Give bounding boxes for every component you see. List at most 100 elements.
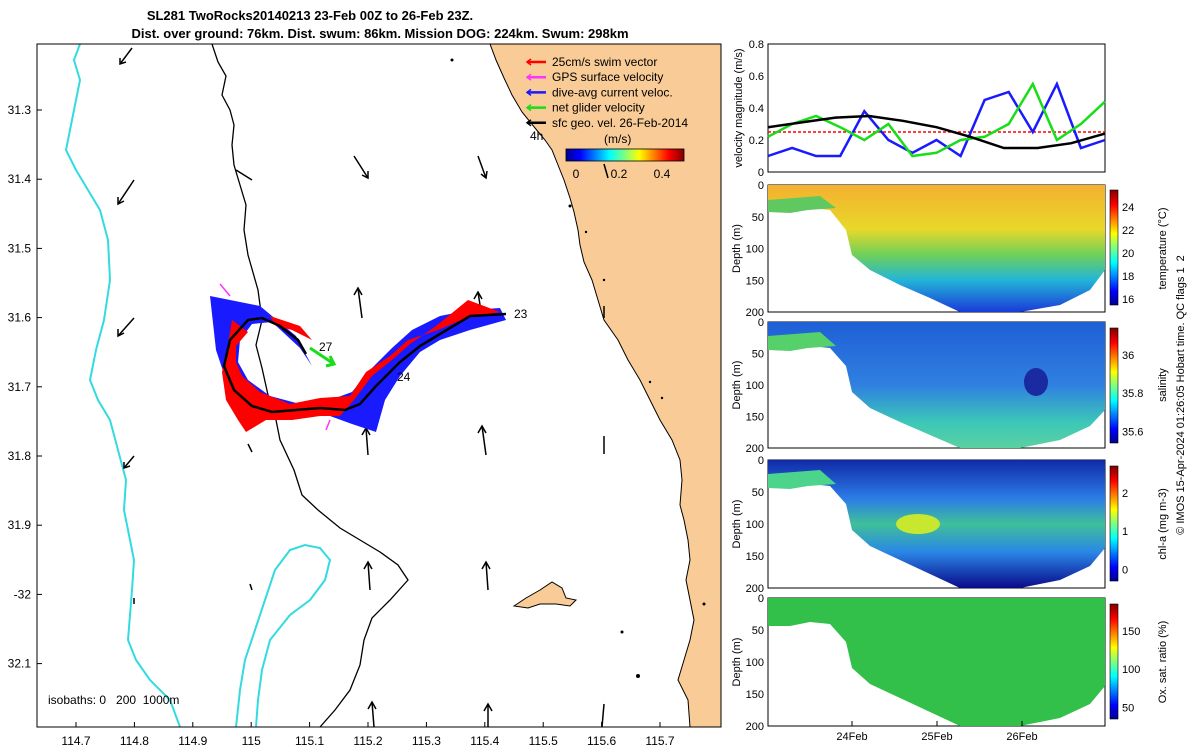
legend-label: net glider velocity bbox=[552, 101, 645, 115]
gps-velocity-arrow-1 bbox=[219, 283, 231, 297]
section-colorbar-tick: 1 bbox=[1122, 526, 1128, 538]
oxygen-panel bbox=[767, 597, 1119, 727]
section-depth-tick: 0 bbox=[758, 455, 764, 467]
map-ytick-label: 31.3 bbox=[8, 103, 32, 117]
salinity-colorbar bbox=[1109, 327, 1119, 444]
isobath-1000m-2 bbox=[235, 543, 332, 727]
section-depth-tick: 150 bbox=[746, 412, 764, 424]
velocity-ytick: 0.8 bbox=[749, 39, 764, 51]
map-ytick-label: 31.5 bbox=[8, 241, 32, 255]
legend-arrowhead bbox=[525, 119, 532, 127]
section-depth-tick: 200 bbox=[746, 721, 764, 733]
day-label-24: 24 bbox=[397, 370, 411, 384]
map-xtick-label: 115.7 bbox=[645, 734, 674, 748]
velocity-frame bbox=[767, 43, 1106, 173]
oxygen-colorbar bbox=[1109, 603, 1119, 720]
map-xtick-label: 115.1 bbox=[295, 734, 324, 748]
velocity-ytick: 0 bbox=[758, 167, 764, 179]
map-xtick-label: 115.3 bbox=[412, 734, 441, 748]
time-label-4h: 4h bbox=[530, 129, 543, 143]
date-axis: 24Feb 25Feb 26Feb bbox=[836, 721, 1038, 743]
swim-vector-swath bbox=[222, 300, 500, 432]
section-depth-tick: 100 bbox=[746, 657, 764, 669]
legend-arrowhead bbox=[525, 73, 532, 81]
net-velocity-arrowhead bbox=[325, 355, 337, 368]
section-colorbar-label: chl-a (mg m-3) bbox=[1157, 488, 1169, 560]
velocity-y-ticks: 0 0.2 0.4 0.6 0.8 bbox=[749, 39, 764, 179]
date-tick-label: 24Feb bbox=[836, 731, 867, 743]
copyright-text: © IMOS 15-Apr-2024 01:26:05 Hobart time.… bbox=[1175, 255, 1187, 535]
section-depth-tick: 0 bbox=[758, 317, 764, 329]
map-panel: 23 24 27 4h isobaths: 0 200 1000m 114.7 1… bbox=[8, 43, 722, 748]
section-colorbar-tick: 150 bbox=[1122, 626, 1140, 638]
map-ytick-label: 31.7 bbox=[8, 380, 32, 394]
velocity-ytick: 0.4 bbox=[749, 103, 764, 115]
section-colorbar-tick: 20 bbox=[1122, 248, 1134, 260]
map-colorbar-unit: (m/s) bbox=[604, 132, 631, 146]
legend-arrowhead bbox=[525, 88, 532, 97]
temperature-colorbar bbox=[1109, 189, 1119, 306]
section-colorbar-label: temperature (°C) bbox=[1157, 207, 1169, 289]
section-depth-tick: 50 bbox=[752, 212, 764, 224]
section-depth-tick: 50 bbox=[752, 487, 764, 499]
temperature-panel bbox=[767, 184, 1119, 313]
day-label-23: 23 bbox=[514, 307, 528, 321]
section-colorbar-tick: 22 bbox=[1122, 225, 1134, 237]
map-xtick-label: 115.6 bbox=[587, 734, 616, 748]
legend-label: GPS surface velocity bbox=[552, 70, 663, 84]
section-colorbar-tick: 35.6 bbox=[1122, 427, 1143, 439]
map-xtick-label: 114.8 bbox=[120, 734, 149, 748]
section-colorbar-tick: 35.8 bbox=[1122, 388, 1143, 400]
section-depth-tick: 50 bbox=[752, 349, 764, 361]
land-area bbox=[489, 44, 721, 727]
salinity-low-patch bbox=[1024, 368, 1048, 396]
chla-shelf-patch bbox=[768, 470, 836, 489]
isobath-1000m bbox=[64, 44, 181, 727]
section-ylabel: Depth (m) bbox=[731, 638, 743, 687]
salinity-field bbox=[768, 322, 1105, 448]
map-xtick-label: 115.5 bbox=[529, 734, 558, 748]
section-colorbar-tick: 2 bbox=[1122, 488, 1128, 500]
map-xtick-label: 114.7 bbox=[61, 734, 90, 748]
temperature-shelf-patch bbox=[768, 196, 836, 213]
section-depth-tick: 150 bbox=[746, 551, 764, 563]
section-depth-tick: 100 bbox=[746, 244, 764, 256]
section-depth-tick: 0 bbox=[758, 180, 764, 192]
legend-arrowhead bbox=[525, 58, 532, 66]
section-colorbar-label: Ox. sat. ratio (%) bbox=[1157, 621, 1169, 704]
legend-label: 25cm/s swim vector bbox=[552, 55, 657, 69]
section-depth-tick: 0 bbox=[758, 593, 764, 605]
oxygen-field bbox=[768, 598, 1105, 726]
gps-velocity-arrow-2 bbox=[325, 419, 331, 431]
section-colorbar-label: salinity bbox=[1157, 368, 1169, 402]
section-depth-tick: 200 bbox=[746, 443, 764, 455]
section-ylabel: Depth (m) bbox=[731, 361, 743, 410]
isobaths-label: isobaths: 0 200 1000m bbox=[48, 693, 179, 707]
velocity-ylabel: velocity magnitude (m/s) bbox=[733, 48, 745, 167]
section-depth-tick: 100 bbox=[746, 519, 764, 531]
legend-label: dive-avg current veloc. bbox=[552, 85, 673, 99]
rottnest-island bbox=[512, 581, 578, 609]
salinity-shelf-patch bbox=[768, 332, 836, 351]
section-depth-tick: 200 bbox=[746, 307, 764, 319]
velocity-ytick: 0.6 bbox=[749, 71, 764, 83]
map-colorbar: (m/s) 0 0.2 0.4 bbox=[565, 132, 685, 181]
section-colorbar-tick: 18 bbox=[1122, 271, 1134, 283]
section-depth-tick: 50 bbox=[752, 625, 764, 637]
swim-vector-swath-2 bbox=[270, 316, 312, 340]
section-colorbar-tick: 16 bbox=[1122, 294, 1134, 306]
map-x-ticks: 114.7 114.8 114.9 115 115.1 115.2 115.3 115.4 11… bbox=[61, 722, 675, 748]
map-xtick-label: 115.2 bbox=[353, 734, 382, 748]
map-frame bbox=[36, 43, 722, 728]
salinity-panel bbox=[767, 321, 1119, 449]
legend-arrowhead bbox=[525, 103, 532, 112]
map-ytick-label: 31.8 bbox=[8, 449, 32, 463]
legend-label: sfc geo. vel. 26-Feb-2014 bbox=[552, 116, 688, 130]
map-colorbar-tick: 0.4 bbox=[654, 167, 671, 181]
section-ylabel: Depth (m) bbox=[731, 500, 743, 549]
section-ylabel: Depth (m) bbox=[731, 224, 743, 273]
velocity-series-line bbox=[767, 80, 1106, 158]
section-colorbar-tick: 24 bbox=[1122, 202, 1134, 214]
map-colorbar-tick: 0 bbox=[573, 167, 580, 181]
